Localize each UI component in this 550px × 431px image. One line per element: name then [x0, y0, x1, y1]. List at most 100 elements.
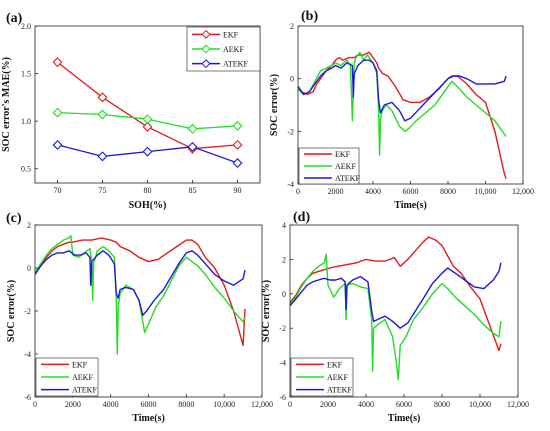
y-axis-label: SOC error(%): [269, 74, 280, 136]
y-tick-label: -6: [24, 393, 31, 402]
data-point-ekf: [142, 121, 153, 132]
y-tick-label: 2: [290, 22, 294, 31]
legend-marker-ekf: [201, 29, 211, 39]
x-tick-label: 6000: [141, 400, 157, 409]
series-line-aekf: [298, 51, 507, 156]
legend-label-ekf: EKF: [223, 30, 239, 39]
data-point-atekf: [187, 141, 198, 152]
data-point-aekf: [232, 120, 243, 131]
x-tick-label: 6000: [403, 187, 419, 196]
x-tick-label: 4000: [358, 400, 374, 409]
x-tick-label: 6000: [396, 400, 412, 409]
y-tick-label: 1.0: [21, 117, 31, 126]
x-tick-label: 12,000: [507, 400, 529, 409]
x-tick-label: 8000: [178, 400, 194, 409]
y-tick-label: -2: [24, 307, 31, 316]
series-line-ekf: [57, 61, 238, 150]
legend-label-aekf: AEKF: [72, 373, 93, 382]
data-point-aekf: [97, 109, 108, 120]
y-tick-label: -4: [24, 350, 31, 359]
data-point-aekf: [142, 114, 153, 125]
panel-label: (d): [293, 210, 310, 225]
panel-label: (a): [6, 11, 23, 26]
x-tick-label: 85: [189, 186, 197, 195]
legend-label-atekf: ATEKF: [327, 386, 352, 395]
x-tick-label: 10,000: [469, 400, 491, 409]
series-line-ekf: [35, 237, 246, 347]
x-tick-label: 12,000: [251, 400, 273, 409]
x-tick-label: 8000: [434, 400, 450, 409]
y-tick-label: 0: [290, 75, 294, 84]
x-tick-label: 75: [99, 186, 107, 195]
x-axis-label: Time(s): [388, 413, 421, 424]
x-tick-label: 4000: [103, 400, 119, 409]
x-tick-label: 2000: [65, 400, 81, 409]
data-point-aekf: [187, 123, 198, 134]
series-line-ekf: [290, 236, 502, 352]
x-tick-label: 80: [144, 186, 152, 195]
x-tick-label: 4000: [365, 187, 381, 196]
y-tick-label: -2: [287, 127, 294, 136]
y-tick-label: 0: [282, 290, 286, 299]
legend-label-aekf: AEKF: [335, 162, 356, 171]
panel-d: 0 2000 4000 6000 8000 10,000 12,000 -6 -4 -2 0 2 4 Ti…: [261, 210, 529, 424]
data-point-ekf: [52, 57, 63, 68]
x-tick-label: 0: [33, 400, 37, 409]
x-tick-label: 8000: [440, 187, 456, 196]
legend-label-atekf: ATEKF: [335, 174, 360, 183]
x-tick-label: 10,000: [213, 400, 235, 409]
x-axis-label: Time(s): [394, 200, 427, 211]
y-tick-label: 2.0: [21, 22, 31, 31]
legend-marker-atekf: [201, 59, 211, 69]
x-tick-label: 0: [296, 187, 300, 196]
legend: EKF AEKF ATEKF: [35, 357, 99, 397]
y-tick-label: -2: [279, 324, 286, 333]
data-point-atekf: [97, 151, 108, 162]
legend: EKF AEKF ATEKF: [298, 147, 360, 185]
data-point-atekf: [232, 158, 243, 168]
y-tick-label: 1.5: [21, 70, 31, 79]
panel-label: (c): [6, 211, 22, 226]
legend: EKF AEKF ATEKF: [290, 357, 354, 397]
y-axis-label: SOC error's MAE(%): [1, 57, 12, 152]
legend-label-aekf: AEKF: [223, 45, 244, 54]
y-tick-label: 0: [27, 264, 31, 273]
legend-marker-aekf: [201, 44, 211, 54]
legend-label-aekf: AEKF: [327, 373, 348, 382]
series-line-aekf: [290, 253, 502, 381]
y-tick-label: 2: [27, 221, 31, 230]
data-point-atekf: [142, 146, 153, 157]
legend-label-ekf: EKF: [72, 360, 88, 369]
data-point-aekf: [52, 107, 63, 118]
x-tick-label: 2000: [328, 187, 344, 196]
panel-label: (b): [301, 9, 318, 24]
y-tick-label: -4: [279, 359, 286, 368]
panel-c: 0 2000 4000 6000 8000 10,000 12,000 -6 -4 -2 0 2 Tim…: [6, 211, 273, 424]
legend-label-atekf: ATEKF: [72, 386, 97, 395]
x-tick-label: 70: [54, 186, 62, 195]
y-tick-label: 2: [282, 255, 286, 264]
y-axis-label: SOC error(%): [6, 280, 17, 342]
x-tick-label: 0: [288, 400, 292, 409]
panel-b: 0 2000 4000 6000 8000 10,000 12,000 -4 -2 0 2 Time(…: [269, 9, 534, 211]
panel-a: 70 75 80 85 90 0.5 1.0 1.5 2.0 SOH(%) SOC error's …: [1, 11, 261, 211]
y-axis-label: SOC error(%): [261, 280, 272, 342]
data-point-ekf: [97, 92, 108, 103]
x-axis-label: SOH(%): [129, 200, 167, 211]
series-line-atekf: [290, 262, 502, 329]
x-axis-label: Time(s): [132, 413, 165, 424]
series-line-atekf: [35, 250, 246, 316]
legend-label-ekf: EKF: [327, 360, 343, 369]
x-tick-label: 2000: [320, 400, 336, 409]
y-tick-label: 4: [282, 221, 286, 230]
legend-label-ekf: EKF: [335, 150, 351, 159]
y-tick-label: -6: [279, 393, 286, 402]
y-tick-label: 0.5: [21, 165, 31, 174]
legend-label-atekf: ATEKF: [223, 60, 248, 69]
x-tick-label: 12,000: [512, 187, 534, 196]
x-tick-label: 10,000: [475, 187, 497, 196]
series-line-aekf: [35, 235, 246, 355]
data-point-atekf: [52, 139, 63, 150]
data-point-ekf: [232, 139, 243, 150]
x-tick-label: 90: [234, 186, 242, 195]
